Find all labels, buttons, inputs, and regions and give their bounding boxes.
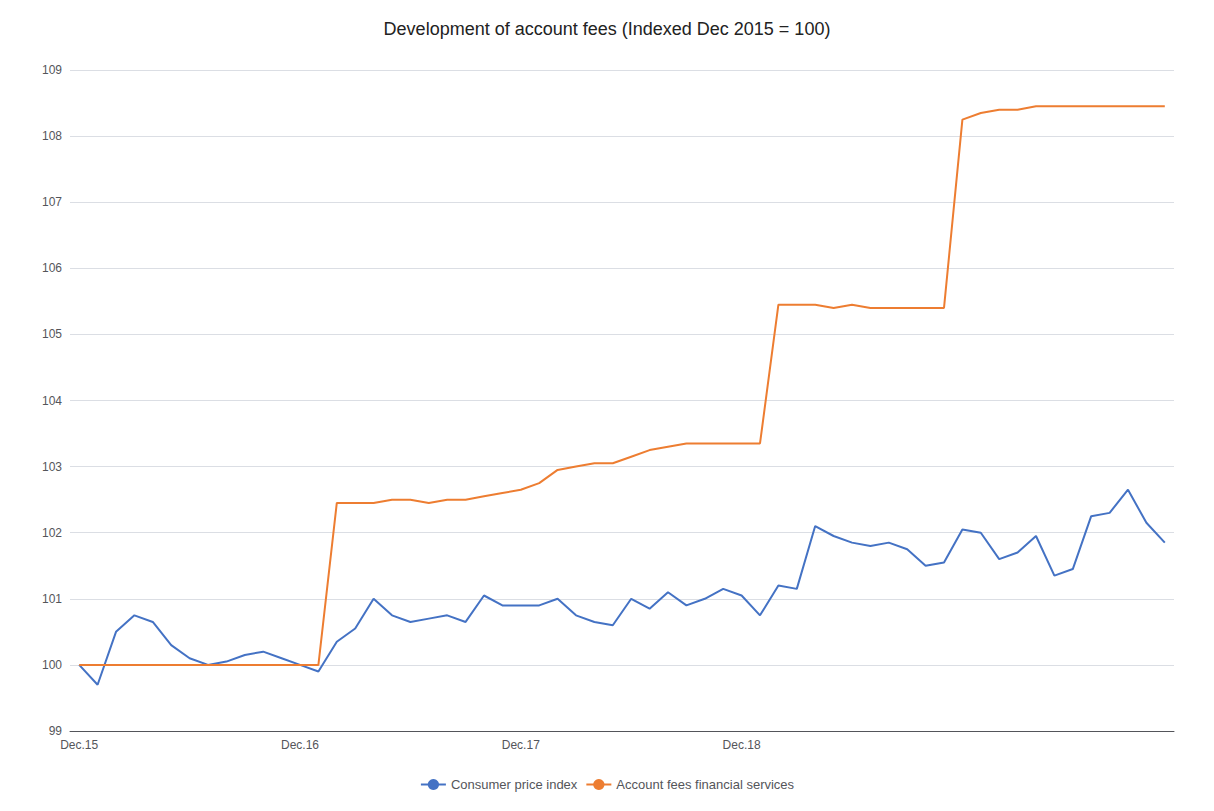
- svg-text:100: 100: [42, 658, 62, 672]
- svg-text:106: 106: [42, 261, 62, 275]
- svg-text:109: 109: [42, 63, 62, 77]
- svg-text:Dec.18: Dec.18: [723, 738, 761, 752]
- svg-text:Development of account fees (I: Development of account fees (Indexed Dec…: [384, 19, 831, 39]
- svg-text:Dec.17: Dec.17: [502, 738, 540, 752]
- svg-text:Account fees financial service: Account fees financial services: [616, 777, 794, 792]
- svg-text:Dec.16: Dec.16: [281, 738, 319, 752]
- svg-text:99: 99: [49, 724, 63, 738]
- svg-text:102: 102: [42, 526, 62, 540]
- svg-text:107: 107: [42, 195, 62, 209]
- svg-text:105: 105: [42, 327, 62, 341]
- svg-text:Consumer price index: Consumer price index: [451, 777, 578, 792]
- svg-text:104: 104: [42, 394, 62, 408]
- svg-text:Dec.15: Dec.15: [60, 738, 98, 752]
- svg-text:108: 108: [42, 129, 62, 143]
- svg-text:101: 101: [42, 592, 62, 606]
- svg-text:103: 103: [42, 460, 62, 474]
